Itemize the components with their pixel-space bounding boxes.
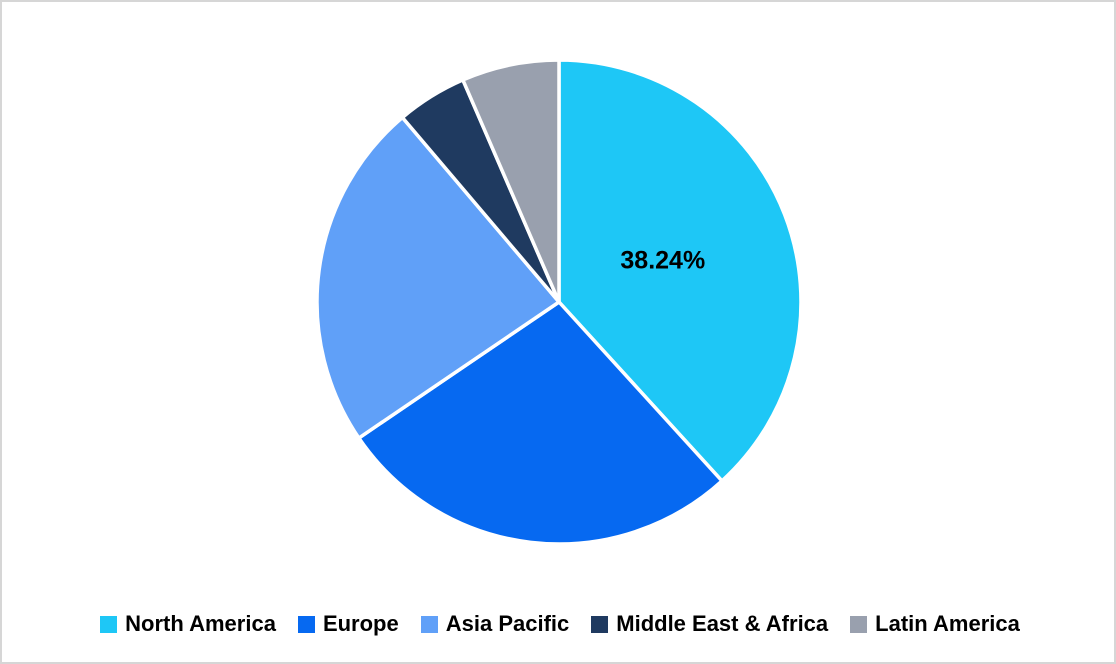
legend-label-latin-america: Latin America (875, 611, 1020, 636)
pie-slice-europe (357, 300, 724, 546)
legend-item-europe: Europe (297, 611, 399, 636)
pie-slice-north-america (557, 58, 803, 483)
legend-label-middle-east-africa: Middle East & Africa (616, 611, 829, 636)
legend-item-north-america: North America (100, 611, 276, 636)
legend-item-latin-america: Latin America (850, 611, 1020, 636)
legend-label-north-america: North America (125, 611, 276, 636)
legend-swatch-middle-east-africa (591, 615, 609, 633)
legend-swatch-europe (297, 615, 315, 633)
legend-label-europe: Europe (322, 611, 399, 636)
legend-item-middle-east-africa: Middle East & Africa (591, 611, 829, 636)
legend-swatch-asia-pacific (420, 615, 438, 633)
pie-slice-asia-pacific (315, 115, 561, 440)
legend-item-asia-pacific: Asia Pacific (420, 611, 570, 636)
data-label-north-america: 38.24% (620, 246, 705, 274)
pie-slice-latin-america (461, 58, 561, 304)
chart-legend: North America Europe Asia Pacific Middle Ea… (2, 611, 1114, 636)
legend-swatch-north-america (100, 615, 118, 633)
legend-label-asia-pacific: Asia Pacific (445, 611, 570, 636)
legend-swatch-latin-america (850, 615, 868, 633)
